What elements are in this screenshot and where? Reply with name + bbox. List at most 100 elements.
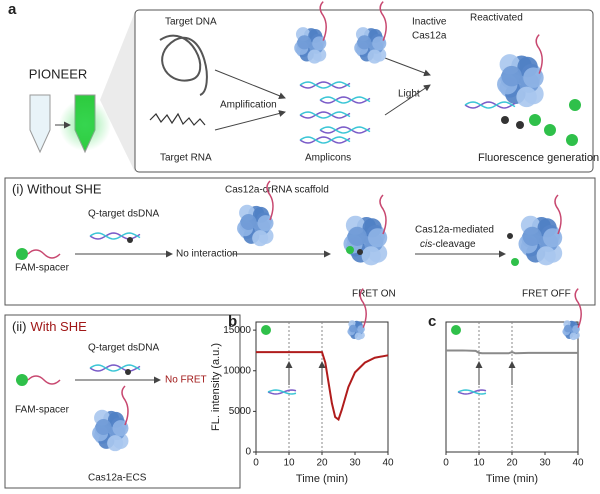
x-tick-label: 40 <box>382 458 394 469</box>
dna <box>319 126 371 134</box>
protein <box>357 35 372 50</box>
dna <box>299 111 351 119</box>
label: Cas12a-crRNA scaffold <box>225 185 329 196</box>
label: No interaction <box>176 249 238 260</box>
y-tick-label: 0 <box>245 447 251 458</box>
protein <box>367 49 382 64</box>
dye <box>516 121 524 129</box>
dye <box>529 114 541 126</box>
x-tick-label: 30 <box>349 458 361 469</box>
dna <box>299 81 351 89</box>
dna <box>457 389 487 395</box>
spacer <box>27 249 61 259</box>
y-tick-label: 10000 <box>223 365 251 376</box>
protein <box>523 67 544 88</box>
x-tick-label: 0 <box>253 458 259 469</box>
dna <box>159 34 208 96</box>
protein <box>347 226 367 246</box>
dna <box>89 364 141 372</box>
crrna <box>319 1 327 41</box>
protein <box>297 35 312 50</box>
x-tick-label: 0 <box>443 458 449 469</box>
panel-title: (i) Without SHE <box>12 181 102 196</box>
dna <box>299 111 351 119</box>
dna <box>299 136 351 144</box>
dna <box>267 389 297 395</box>
dye <box>569 99 581 111</box>
label: Inactive <box>412 17 447 28</box>
label: Cas12a-mediated <box>415 225 494 236</box>
dye <box>127 237 133 243</box>
protein <box>543 228 563 248</box>
dna <box>464 101 516 109</box>
protein <box>307 49 322 64</box>
dna <box>319 96 371 104</box>
y-tick-label: 15000 <box>223 325 251 336</box>
protein <box>354 332 363 341</box>
x-axis-label: Time (min) <box>296 473 348 485</box>
protein <box>240 213 257 230</box>
crrna <box>121 385 129 426</box>
label: Reactivated <box>470 13 523 24</box>
panel-box <box>4 177 596 306</box>
crrna <box>379 1 387 41</box>
label: (ii) <box>12 319 26 334</box>
label: With SHE <box>30 319 87 334</box>
crrna <box>359 288 367 328</box>
data-line <box>256 351 389 422</box>
panel-box <box>134 9 594 173</box>
crrna <box>574 288 582 328</box>
dye <box>16 374 28 386</box>
protein <box>107 435 124 452</box>
data-line <box>446 349 578 355</box>
dye <box>346 246 354 254</box>
crrna <box>266 180 274 221</box>
dye <box>125 369 131 375</box>
panel-label: b <box>228 313 237 330</box>
label: cis-cleavage <box>420 239 476 250</box>
protein <box>522 226 542 246</box>
panel-box <box>4 314 241 489</box>
label: FAM-spacer <box>15 263 70 274</box>
crrna <box>554 194 562 235</box>
protein <box>368 228 388 248</box>
label: Target DNA <box>165 17 217 28</box>
spacer <box>27 375 61 385</box>
label: cis <box>420 239 432 250</box>
panel-label: a <box>8 1 17 18</box>
dye <box>544 124 556 136</box>
dye <box>501 116 509 124</box>
protein <box>501 65 522 87</box>
label: FRET ON <box>352 289 396 300</box>
label: FAM-spacer <box>15 405 70 416</box>
dye <box>451 325 461 335</box>
title: PIONEER <box>29 66 88 81</box>
protein <box>252 230 269 247</box>
protein <box>349 324 357 333</box>
panel-title: (ii) With SHE <box>12 319 87 334</box>
protein <box>257 215 274 232</box>
protein <box>95 418 112 435</box>
dna <box>457 389 487 395</box>
rna <box>149 112 206 126</box>
protein <box>112 420 129 437</box>
crrna <box>379 194 387 235</box>
label: Q-target dsDNA <box>88 343 159 354</box>
label: Amplicons <box>305 153 351 164</box>
protein <box>516 86 537 108</box>
label: -cleavage <box>432 239 476 250</box>
y-tick-label: 5000 <box>229 406 252 417</box>
x-tick-label: 20 <box>506 458 518 469</box>
dna <box>299 136 351 144</box>
arrows <box>214 57 431 131</box>
dna <box>464 101 516 109</box>
panel-label: c <box>428 313 436 330</box>
label: Target RNA <box>160 153 212 164</box>
protein <box>536 246 556 266</box>
label: Fluorescence generation <box>478 152 599 164</box>
x-tick-label: 10 <box>473 458 485 469</box>
label: FRET OFF <box>522 289 571 300</box>
label: Q-target dsDNA <box>88 209 159 220</box>
dna <box>89 232 141 240</box>
